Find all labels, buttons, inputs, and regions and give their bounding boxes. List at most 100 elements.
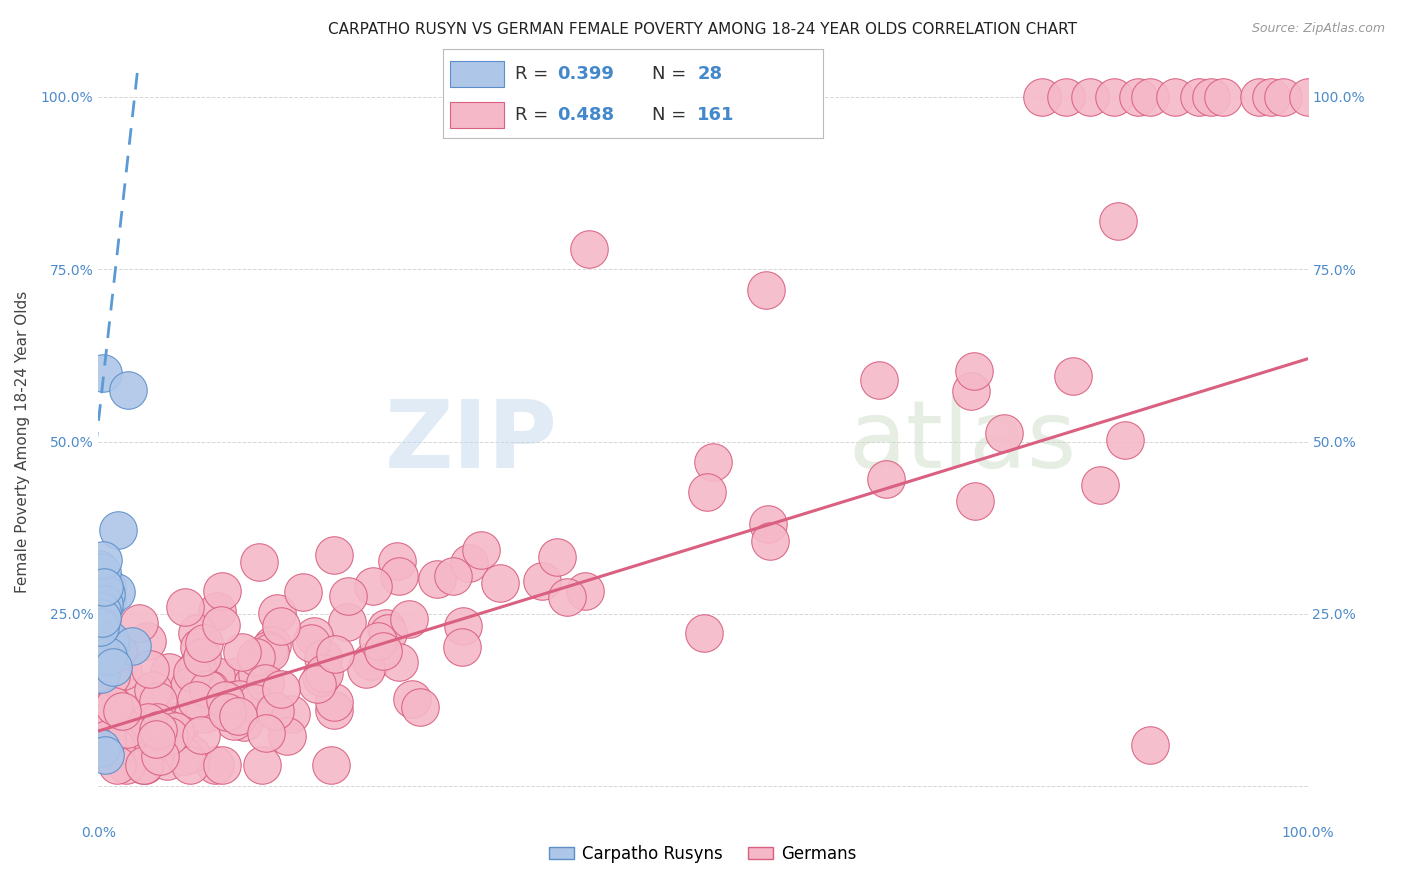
- Point: [138, 741, 160, 756]
- Legend: Carpatho Rusyns, Germans: Carpatho Rusyns, Germans: [543, 838, 863, 869]
- Point: [451, 640, 474, 654]
- Point: [1062, 368, 1084, 383]
- Point: [145, 714, 167, 729]
- Point: [426, 572, 449, 586]
- Text: ZIP: ZIP: [385, 395, 558, 488]
- Point: [755, 283, 778, 297]
- Point: [156, 755, 179, 769]
- Point: [200, 681, 222, 696]
- Point: [1260, 90, 1282, 104]
- Point: [142, 688, 165, 702]
- Point: [574, 584, 596, 599]
- Point: [136, 633, 159, 648]
- Point: [174, 599, 197, 614]
- Point: [963, 493, 986, 508]
- Point: [149, 748, 172, 763]
- Point: [205, 668, 228, 682]
- Point: [93, 580, 115, 594]
- Point: [115, 723, 138, 737]
- Point: [371, 644, 394, 658]
- Point: [97, 721, 120, 735]
- Point: [323, 695, 346, 709]
- Point: [257, 643, 280, 657]
- Point: [302, 629, 325, 643]
- Point: [214, 693, 236, 707]
- Point: [157, 729, 180, 743]
- Point: [91, 366, 114, 380]
- Point: [146, 723, 169, 738]
- Point: [93, 598, 115, 612]
- Point: [1199, 90, 1222, 104]
- Point: [1078, 90, 1101, 104]
- Point: [254, 674, 277, 689]
- Text: 0.488: 0.488: [557, 106, 614, 124]
- Point: [314, 666, 336, 681]
- Point: [105, 739, 128, 754]
- Point: [90, 610, 112, 624]
- Text: CARPATHO RUSYN VS GERMAN FEMALE POVERTY AMONG 18-24 YEAR OLDS CORRELATION CHART: CARPATHO RUSYN VS GERMAN FEMALE POVERTY …: [329, 22, 1077, 37]
- Point: [1188, 90, 1211, 104]
- Text: R =: R =: [515, 106, 554, 124]
- Point: [228, 691, 250, 706]
- Point: [441, 569, 464, 583]
- Point: [361, 579, 384, 593]
- Point: [181, 665, 204, 680]
- Point: [193, 636, 215, 650]
- Point: [107, 645, 129, 659]
- Point: [190, 728, 212, 742]
- Point: [1139, 90, 1161, 104]
- Point: [94, 748, 117, 763]
- Point: [104, 585, 127, 599]
- Point: [307, 677, 329, 691]
- Point: [90, 667, 112, 681]
- Point: [1249, 90, 1271, 104]
- Point: [132, 758, 155, 772]
- Point: [100, 637, 122, 651]
- Point: [408, 700, 430, 714]
- Point: [204, 758, 226, 772]
- Point: [197, 682, 219, 697]
- Point: [488, 575, 510, 590]
- Point: [209, 618, 232, 632]
- Point: [186, 660, 208, 674]
- Point: [114, 738, 136, 752]
- Point: [1163, 90, 1185, 104]
- Point: [960, 384, 983, 398]
- FancyBboxPatch shape: [450, 61, 503, 87]
- Point: [259, 645, 281, 659]
- Point: [360, 654, 382, 668]
- Point: [1102, 90, 1125, 104]
- Point: [107, 523, 129, 537]
- Point: [90, 605, 112, 619]
- Point: [89, 585, 111, 599]
- Point: [91, 553, 114, 567]
- Point: [89, 643, 111, 657]
- Point: [98, 633, 121, 648]
- Point: [1031, 90, 1053, 104]
- Point: [103, 699, 125, 714]
- Point: [180, 747, 202, 761]
- Point: [187, 640, 209, 654]
- Point: [111, 664, 134, 678]
- Point: [87, 562, 110, 576]
- Point: [759, 534, 782, 549]
- Point: [89, 604, 111, 618]
- Point: [245, 650, 267, 665]
- Point: [145, 731, 167, 746]
- Point: [291, 584, 314, 599]
- Text: Source: ZipAtlas.com: Source: ZipAtlas.com: [1251, 22, 1385, 36]
- Point: [387, 554, 409, 568]
- Point: [146, 694, 169, 708]
- Point: [319, 758, 342, 772]
- Point: [696, 484, 718, 499]
- Point: [280, 707, 302, 722]
- Point: [174, 711, 197, 725]
- Point: [546, 550, 568, 565]
- Point: [1090, 477, 1112, 491]
- Point: [179, 679, 201, 693]
- Point: [121, 640, 143, 654]
- Point: [186, 626, 208, 640]
- Point: [578, 242, 600, 256]
- Y-axis label: Female Poverty Among 18-24 Year Olds: Female Poverty Among 18-24 Year Olds: [15, 291, 30, 592]
- FancyBboxPatch shape: [450, 102, 503, 128]
